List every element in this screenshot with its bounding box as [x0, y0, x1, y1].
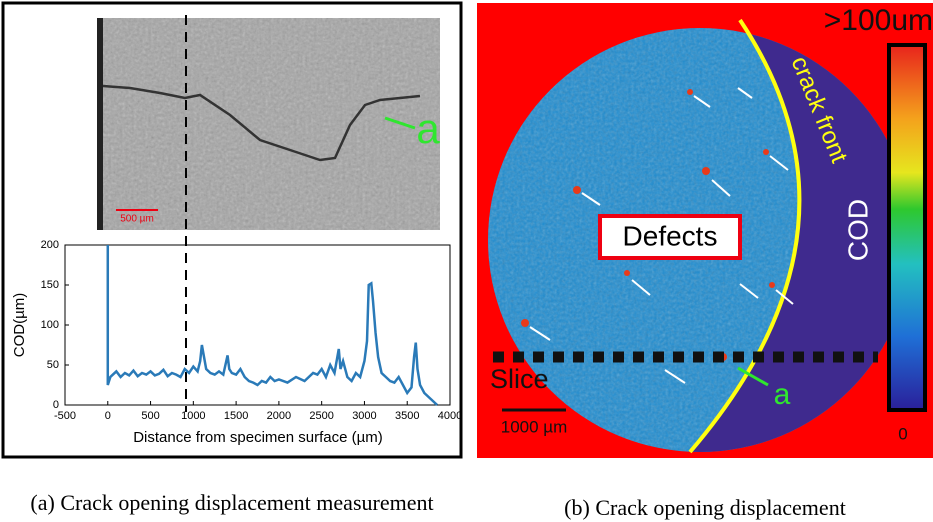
x-tick-label: 500: [141, 410, 159, 422]
slice-label: Slice: [490, 364, 549, 394]
x-tick-label: 3500: [395, 410, 419, 422]
y-tick-label: 50: [47, 359, 59, 371]
y-axis-label: COD(µm): [11, 293, 28, 357]
colorbar-max: >100um: [824, 4, 933, 37]
arrow: [384, 116, 416, 130]
y-tick-label: 150: [41, 279, 59, 291]
x-tick-label: 1000: [181, 410, 205, 422]
colorbar-min: 0: [898, 424, 907, 443]
caption-b: (b) Crack opening displacement: [564, 495, 846, 520]
crack: [102, 84, 421, 162]
colorbar-title: COD: [842, 199, 873, 261]
x-tick-label: 1500: [224, 410, 248, 422]
micrograph-texture: [97, 18, 440, 230]
scale-bar-label-b: 1000 µm: [501, 417, 568, 436]
defects-box: [598, 214, 742, 260]
colorbar: [887, 43, 927, 412]
label-a-b: a: [774, 378, 791, 411]
label-a: a: [416, 105, 440, 152]
x-tick-label: 4000: [438, 410, 462, 422]
arrow-b: [737, 366, 769, 387]
x-tick-label: 3000: [352, 410, 376, 422]
y-tick-label: 100: [41, 319, 59, 331]
x-tick-label: -500: [54, 410, 76, 422]
x-tick-label: 0: [105, 410, 111, 422]
caption-a: (a) Crack opening displacement measureme…: [30, 490, 433, 515]
defect-arrows: [529, 87, 794, 384]
scale-bar-label: 500 µm: [120, 214, 154, 225]
defects-label: Defects: [623, 220, 718, 251]
specimen-edge: [97, 18, 103, 230]
crack-front-line: [688, 18, 802, 454]
x-tick-label: 2500: [309, 410, 333, 422]
y-tick-label: 0: [53, 399, 59, 411]
y-tick-label: 200: [41, 239, 59, 251]
x-tick-label: 2000: [267, 410, 291, 422]
x-axis-label: Distance from specimen surface (µm): [133, 429, 383, 446]
data-line: [106, 245, 439, 406]
